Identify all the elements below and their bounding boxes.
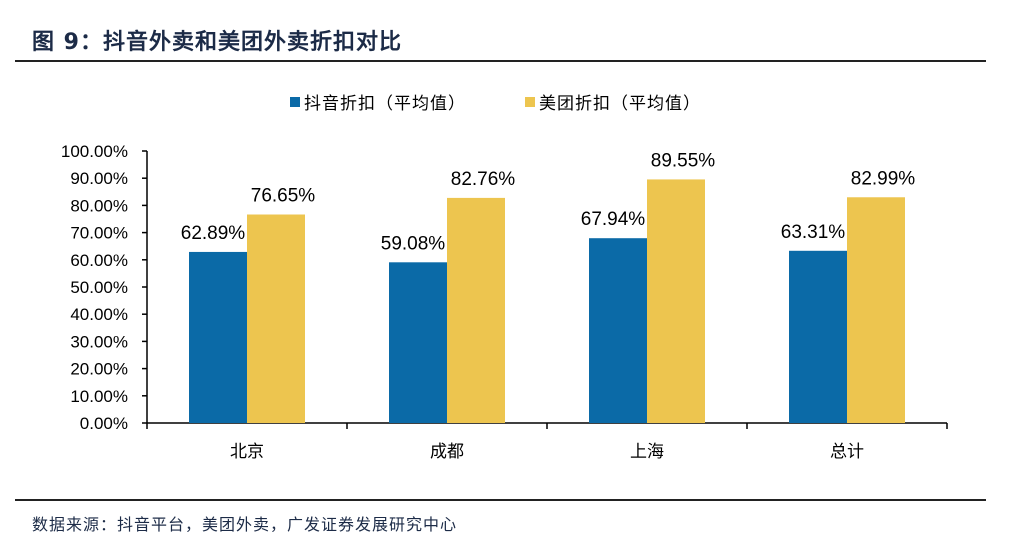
y-tick-label: 10.00%: [70, 387, 128, 406]
bar: [247, 214, 305, 423]
x-tick-label: 成都: [430, 442, 464, 462]
legend-swatch: [525, 97, 535, 107]
source-divider: [15, 499, 986, 501]
bar: [847, 197, 905, 423]
legend-label: 美团折扣（平均值）: [539, 94, 701, 114]
bar: [789, 250, 847, 423]
y-tick-label: 60.00%: [70, 251, 128, 270]
bar: [189, 251, 247, 423]
data-label: 82.99%: [851, 168, 916, 189]
bar: [447, 197, 505, 423]
y-tick-label: 40.00%: [70, 305, 128, 324]
title-divider: [15, 60, 986, 62]
legend-label: 抖音折扣（平均值）: [304, 94, 466, 114]
data-label: 59.08%: [381, 233, 446, 254]
y-tick-label: 30.00%: [70, 332, 128, 351]
y-tick-label: 50.00%: [70, 278, 128, 297]
y-tick-label: 0.00%: [80, 414, 128, 433]
data-label: 67.94%: [581, 209, 646, 230]
y-tick-label: 70.00%: [70, 224, 128, 243]
data-label: 62.89%: [181, 223, 246, 244]
x-tick-label: 总计: [830, 442, 864, 462]
bar: [589, 238, 647, 423]
y-tick-label: 20.00%: [70, 360, 128, 379]
y-tick-label: 90.00%: [70, 169, 128, 188]
source-note: 数据来源：抖音平台，美团外卖，广发证券发展研究中心: [32, 515, 458, 534]
data-label: 82.76%: [451, 169, 516, 190]
y-tick-label: 80.00%: [70, 196, 128, 215]
legend-swatch: [290, 97, 300, 107]
x-tick-label: 上海: [630, 442, 664, 462]
data-label: 76.65%: [251, 186, 316, 207]
bar: [389, 262, 447, 423]
bar: [647, 179, 705, 423]
x-tick-label: 北京: [230, 442, 264, 462]
y-tick-label: 100.00%: [61, 142, 128, 161]
figure-title: 图 9：抖音外卖和美团外卖折扣对比: [32, 30, 402, 55]
data-label: 89.55%: [651, 150, 716, 171]
data-label: 63.31%: [781, 222, 846, 243]
